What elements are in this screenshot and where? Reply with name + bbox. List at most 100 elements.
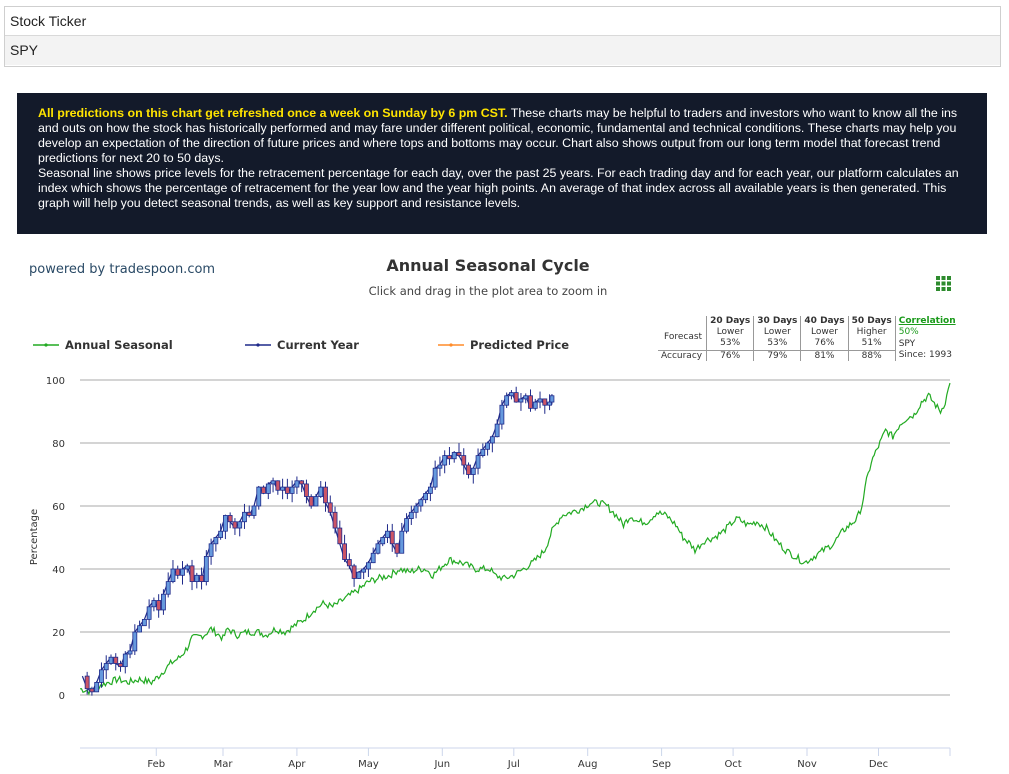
candle-body <box>470 467 476 475</box>
candle-body <box>332 511 338 529</box>
candle-body <box>380 537 386 545</box>
info-text-1: These charts may be helpful to traders a… <box>38 106 958 165</box>
candle-body <box>394 543 400 554</box>
legend-seasonal-label: Annual Seasonal <box>65 338 173 352</box>
candle-body <box>542 398 548 406</box>
candle-body <box>161 593 166 611</box>
candle-body <box>480 448 486 456</box>
correlation-link[interactable]: Correlation <box>898 316 956 326</box>
candle-body <box>304 483 309 497</box>
acc-cell-30: 79% <box>753 349 801 361</box>
candle-body <box>151 600 157 608</box>
candle-body <box>489 436 495 444</box>
candle-body <box>423 492 429 501</box>
y-tick-label: 100 <box>46 376 65 387</box>
y-tick-label: 0 <box>59 691 65 702</box>
correlation-info: 50% SPY <box>894 326 959 350</box>
info-banner: All predictions on this chart get refres… <box>17 93 987 234</box>
candle-body <box>137 625 142 633</box>
candle-body <box>451 452 457 460</box>
acc-cell-20: 76% <box>706 349 754 361</box>
candle-body <box>284 486 290 494</box>
current-year-series-line <box>81 391 553 693</box>
fc-header-50: 50 Days <box>847 316 896 326</box>
candle-body <box>227 515 233 523</box>
ticker-input[interactable]: SPY <box>5 36 1000 65</box>
candle-body <box>518 398 524 403</box>
candle-body <box>413 505 419 513</box>
candle-body <box>232 521 238 529</box>
grid-layer <box>80 379 950 696</box>
candle-body <box>103 663 109 671</box>
acc-cell-50: 88% <box>847 349 896 361</box>
candle-body <box>208 543 214 557</box>
y-tick-label: 40 <box>52 565 65 576</box>
candle-body <box>299 480 305 485</box>
x-tick-label: Sep <box>652 759 671 770</box>
candle-body <box>342 543 347 560</box>
fc-header-30: 30 Days <box>753 316 801 326</box>
candle-body <box>499 404 505 425</box>
candle-body <box>427 486 433 494</box>
candle-body <box>351 565 357 579</box>
candle-body <box>189 565 195 582</box>
acc-cell-40: 81% <box>800 349 849 361</box>
candle-body <box>237 521 243 529</box>
candle-body <box>199 574 204 582</box>
candle-body <box>318 486 324 497</box>
candle-body <box>280 486 286 491</box>
grid-menu-icon[interactable] <box>936 276 951 291</box>
candle-layer <box>81 386 555 696</box>
correlation-symbol: SPY <box>898 339 916 349</box>
candle-body <box>432 467 438 488</box>
legend-annual-seasonal[interactable]: Annual Seasonal <box>33 338 173 352</box>
ticker-label: Stock Ticker <box>5 7 1000 36</box>
candle-body <box>222 515 228 532</box>
candle-body <box>256 486 262 507</box>
candle-body <box>513 392 519 403</box>
y-axis-title: Percentage <box>29 509 40 565</box>
candle-body <box>327 502 333 513</box>
powered-by-link[interactable]: powered by tradespoon.com <box>29 262 216 277</box>
candle-body <box>127 650 133 655</box>
chart-title: Annual Seasonal Cycle <box>386 256 590 275</box>
candle-body <box>404 518 409 532</box>
ticker-box: Stock Ticker SPY <box>4 6 1001 67</box>
candle-body <box>485 442 490 450</box>
x-tick-label: Dec <box>869 759 888 770</box>
candle-body <box>547 401 552 406</box>
candle-body <box>399 530 405 554</box>
candle-body <box>84 675 90 690</box>
seasonal-series-line <box>79 382 951 696</box>
candle-body <box>118 663 123 668</box>
candle-body <box>361 568 367 573</box>
x-tick-label: Aug <box>578 759 598 770</box>
legend-current-year[interactable]: Current Year <box>245 338 359 352</box>
candle-body <box>242 511 247 523</box>
legend-predicted-price[interactable]: Predicted Price <box>438 338 569 352</box>
axis-layer: 0 20 40 60 80 100 Feb Mar Apr May Jun Jul Aug Sep Oct N… <box>46 376 951 770</box>
x-tick-label: Mar <box>214 759 234 770</box>
fc-cell-40: Lower 76% <box>800 326 849 350</box>
candle-body <box>375 543 381 554</box>
candle-body <box>194 574 200 582</box>
candle-body <box>308 496 314 507</box>
candle-body <box>94 682 100 693</box>
candle-body <box>294 480 300 488</box>
candle-body <box>366 562 371 570</box>
correlation-value: 50% <box>898 327 919 337</box>
candle-body <box>89 688 95 693</box>
candle-body <box>356 571 362 579</box>
chart-subtitle: Click and drag in the plot area to zoom … <box>368 284 608 298</box>
candle-body <box>346 559 352 567</box>
candle-body <box>251 505 257 516</box>
forecast-table: 20 Days 30 Days 40 Days 50 Days Correlat… <box>658 316 959 361</box>
x-tick-label: Feb <box>147 759 165 770</box>
candle-body <box>261 486 266 494</box>
candle-body <box>175 568 181 576</box>
fc-cell-50: Higher 51% <box>847 326 896 350</box>
candle-body <box>113 656 119 664</box>
since-label: Since: 1993 <box>894 350 959 361</box>
candle-body <box>385 530 390 538</box>
